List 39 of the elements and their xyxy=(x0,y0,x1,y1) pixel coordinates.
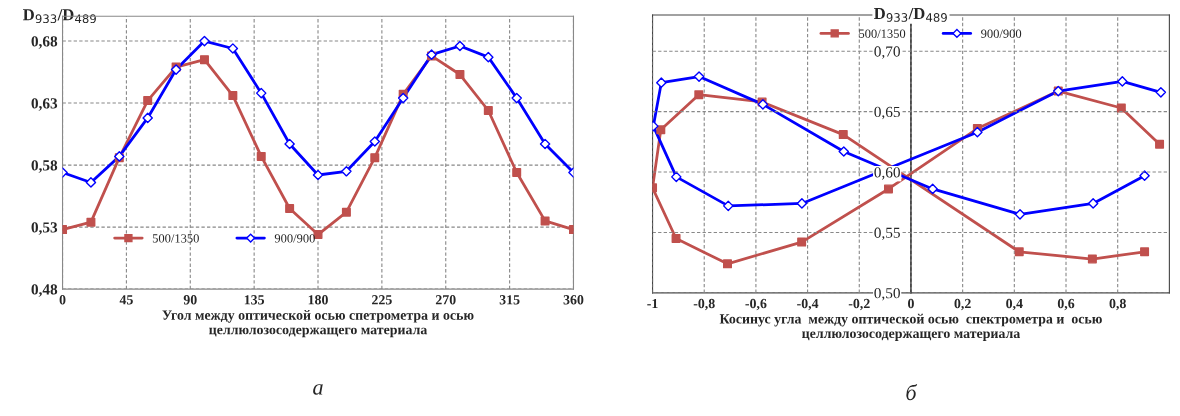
y-tick-label: 0,63 xyxy=(31,98,58,111)
y-axis-title: D$_{933}$/D$_{489}$ xyxy=(23,9,96,24)
x-tick-label: -0,6 xyxy=(745,298,767,311)
x-tick-label: -0,2 xyxy=(848,298,870,311)
x-tick-label: 225 xyxy=(372,295,392,305)
y-tick-label: 0,60 xyxy=(874,167,900,180)
x-tick-label: 360 xyxy=(563,295,584,305)
x-tick-label: 315 xyxy=(499,295,520,305)
x-tick-label: 90 xyxy=(183,295,197,305)
x-tick-label: -1 xyxy=(647,298,658,309)
x-tick-label: 0,2 xyxy=(954,298,971,311)
text: а xyxy=(313,384,323,395)
x-tick-label: 0,6 xyxy=(1057,298,1075,311)
legend-label: 500/1350 xyxy=(152,234,199,243)
y-tick-label: 0,53 xyxy=(31,222,58,235)
y-tick-label: 0,68 xyxy=(31,36,58,49)
x-tick-label: 0,4 xyxy=(1006,298,1023,311)
x-tick-label: 45 xyxy=(119,295,133,305)
y-tick-label: 0,50 xyxy=(874,288,900,301)
x-tick-label: 135 xyxy=(244,295,265,305)
y-tick-label: 0,70 xyxy=(874,46,900,59)
legend-label: 500/1350 xyxy=(859,29,906,38)
x-tick-label: 270 xyxy=(435,295,456,305)
x-tick-label: 180 xyxy=(308,295,328,305)
legend-label: 900/900 xyxy=(981,29,1022,38)
x-axis-title: Угол между оптической осью спетрометра и осью целлюлозосодержащего материала xyxy=(162,310,474,338)
x-tick-label: 0 xyxy=(59,295,66,305)
text: б xyxy=(906,384,918,401)
x-tick-label: 0,8 xyxy=(1109,298,1126,311)
y-tick-label: 0,48 xyxy=(31,284,58,297)
x-tick-label: -0,4 xyxy=(797,298,819,311)
y-tick-label: 0,65 xyxy=(874,106,900,120)
legend-label: 900/900 xyxy=(274,234,315,243)
x-tick-label: 0 xyxy=(908,298,914,309)
x-tick-label: -0,8 xyxy=(693,298,715,311)
y-axis-title: D$_{933}$/D$_{489}$ xyxy=(874,7,947,22)
x-axis-title: Косинус угла между оптической осью спектрометра и осью целлюлозосодержащего материала xyxy=(719,313,1102,341)
y-tick-label: 0,55 xyxy=(874,227,900,241)
y-tick-label: 0,58 xyxy=(31,160,58,173)
